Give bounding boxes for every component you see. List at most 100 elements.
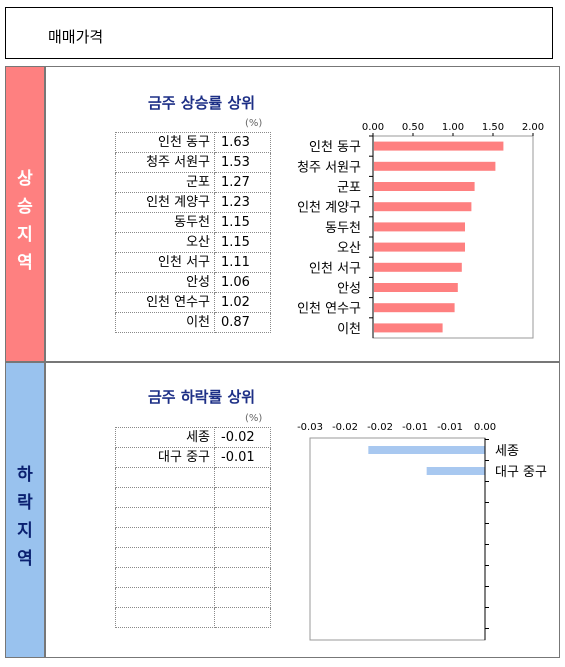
- rising-category-label: 동두천: [325, 221, 361, 236]
- rising-value-cell: 1.02: [214, 292, 271, 313]
- falling-region-cell: 대구 중구: [115, 447, 215, 468]
- rising-table-row: 인천 서구 1.11: [115, 252, 271, 273]
- falling-table-row: [115, 567, 271, 588]
- rising-band-label-char: 상: [17, 169, 33, 189]
- falling-value-cell: [214, 527, 271, 548]
- falling-category-label: 세종: [495, 444, 519, 459]
- rising-panel: [45, 66, 560, 362]
- page-title: 매매가격: [48, 28, 104, 46]
- rising-bar: [374, 303, 455, 313]
- falling-value-cell: [214, 507, 271, 528]
- falling-unit-label: (%): [245, 413, 263, 424]
- rising-data-table: 인천 동구 1.63 청주 서원구 1.53 군포 1.27 인천 계양구 1.23 동두천 1.…: [115, 132, 271, 333]
- rising-category-label: 인천 연수구: [297, 302, 361, 317]
- rising-value-cell: 0.87: [214, 312, 271, 333]
- falling-region-cell: [115, 467, 215, 488]
- falling-region-cell: [115, 587, 215, 608]
- falling-x-tick-label: 0.00: [474, 422, 496, 433]
- rising-category-label: 군포: [337, 181, 361, 196]
- falling-band-label-char: 락: [17, 493, 33, 513]
- falling-table-row: 세종 -0.02: [115, 427, 271, 448]
- falling-category-label: 대구 중구: [495, 465, 547, 480]
- falling-region-cell: [115, 547, 215, 568]
- rising-bar: [374, 262, 462, 272]
- header-title-box: 매매가격: [5, 7, 553, 59]
- rising-value-cell: 1.11: [214, 252, 271, 273]
- rising-value-cell: 1.53: [214, 152, 271, 173]
- rising-category-label: 이천: [337, 322, 361, 337]
- rising-region-cell: 인천 연수구: [115, 292, 215, 313]
- rising-value-cell: 1.15: [214, 212, 271, 233]
- falling-value-cell: -0.02: [214, 427, 271, 448]
- rising-band-label-char: 지: [17, 225, 33, 245]
- falling-region-cell: [115, 527, 215, 548]
- falling-x-tick-label: -0.01: [437, 422, 463, 433]
- rising-table-row: 안성 1.06: [115, 272, 271, 293]
- falling-band-label-char: 하: [17, 465, 33, 485]
- falling-x-tick-label: -0.02: [367, 422, 393, 433]
- rising-region-cell: 인천 서구: [115, 252, 215, 273]
- falling-region-cell: 세종: [115, 427, 215, 448]
- falling-value-cell: [214, 587, 271, 608]
- falling-value-cell: [214, 567, 271, 588]
- rising-bar: [374, 161, 496, 171]
- rising-value-cell: 1.15: [214, 232, 271, 253]
- rising-band-label-char: 역: [17, 253, 33, 273]
- falling-x-tick-label: -0.01: [402, 422, 428, 433]
- rising-table-row: 인천 계양구 1.23: [115, 192, 271, 213]
- rising-table-row: 군포 1.27: [115, 172, 271, 193]
- rising-x-tick-label: 0.00: [362, 122, 384, 133]
- falling-value-cell: [214, 487, 271, 508]
- rising-category-label: 인천 서구: [309, 261, 361, 276]
- falling-bar: [368, 446, 485, 454]
- rising-bar: [374, 242, 465, 252]
- rising-region-cell: 인천 동구: [115, 132, 215, 153]
- falling-table-row: [115, 547, 271, 568]
- falling-region-cell: [115, 507, 215, 528]
- rising-x-tick-label: 0.50: [402, 122, 424, 133]
- falling-value-cell: [214, 547, 271, 568]
- falling-panel: [45, 362, 560, 658]
- rising-category-label: 인천 동구: [309, 140, 361, 155]
- rising-x-tick-label: 1.50: [482, 122, 504, 133]
- falling-chart-title: 금주 하락률 상위: [148, 388, 256, 406]
- rising-bar: [374, 222, 465, 232]
- rising-table-row: 청주 서원구 1.53: [115, 152, 271, 173]
- rising-table-row: 동두천 1.15: [115, 212, 271, 233]
- falling-table-row: [115, 607, 271, 628]
- falling-table-row: [115, 507, 271, 528]
- rising-region-cell: 동두천: [115, 212, 215, 233]
- rising-table-row: 오산 1.15: [115, 232, 271, 253]
- rising-region-cell: 안성: [115, 272, 215, 293]
- rising-region-cell: 군포: [115, 172, 215, 193]
- falling-table-row: [115, 587, 271, 608]
- rising-bar: [374, 141, 504, 151]
- rising-category-label: 안성: [337, 282, 361, 297]
- rising-bar: [374, 283, 458, 292]
- falling-band-label-char: 지: [17, 521, 33, 541]
- rising-region-cell: 오산: [115, 232, 215, 253]
- rising-region-cell: 인천 계양구: [115, 192, 215, 213]
- falling-table-row: [115, 527, 271, 548]
- rising-bar: [374, 202, 472, 212]
- rising-value-cell: 1.23: [214, 192, 271, 213]
- rising-table-row: 인천 연수구 1.02: [115, 292, 271, 313]
- falling-bar: [426, 467, 485, 475]
- rising-value-cell: 1.63: [214, 132, 271, 153]
- falling-band-label-char: 역: [17, 549, 33, 569]
- rising-bar: [374, 323, 443, 333]
- rising-category-label: 오산: [337, 241, 361, 256]
- rising-unit-label: (%): [245, 118, 263, 129]
- rising-category-label: 청주 서원구: [297, 160, 361, 175]
- falling-value-cell: [214, 607, 271, 628]
- falling-region-cell: [115, 487, 215, 508]
- falling-table-row: [115, 467, 271, 488]
- rising-table-row: 이천 0.87: [115, 312, 271, 333]
- falling-region-cell: [115, 567, 215, 588]
- rising-category-label: 인천 계양구: [297, 201, 361, 216]
- rising-table-row: 인천 동구 1.63: [115, 132, 271, 153]
